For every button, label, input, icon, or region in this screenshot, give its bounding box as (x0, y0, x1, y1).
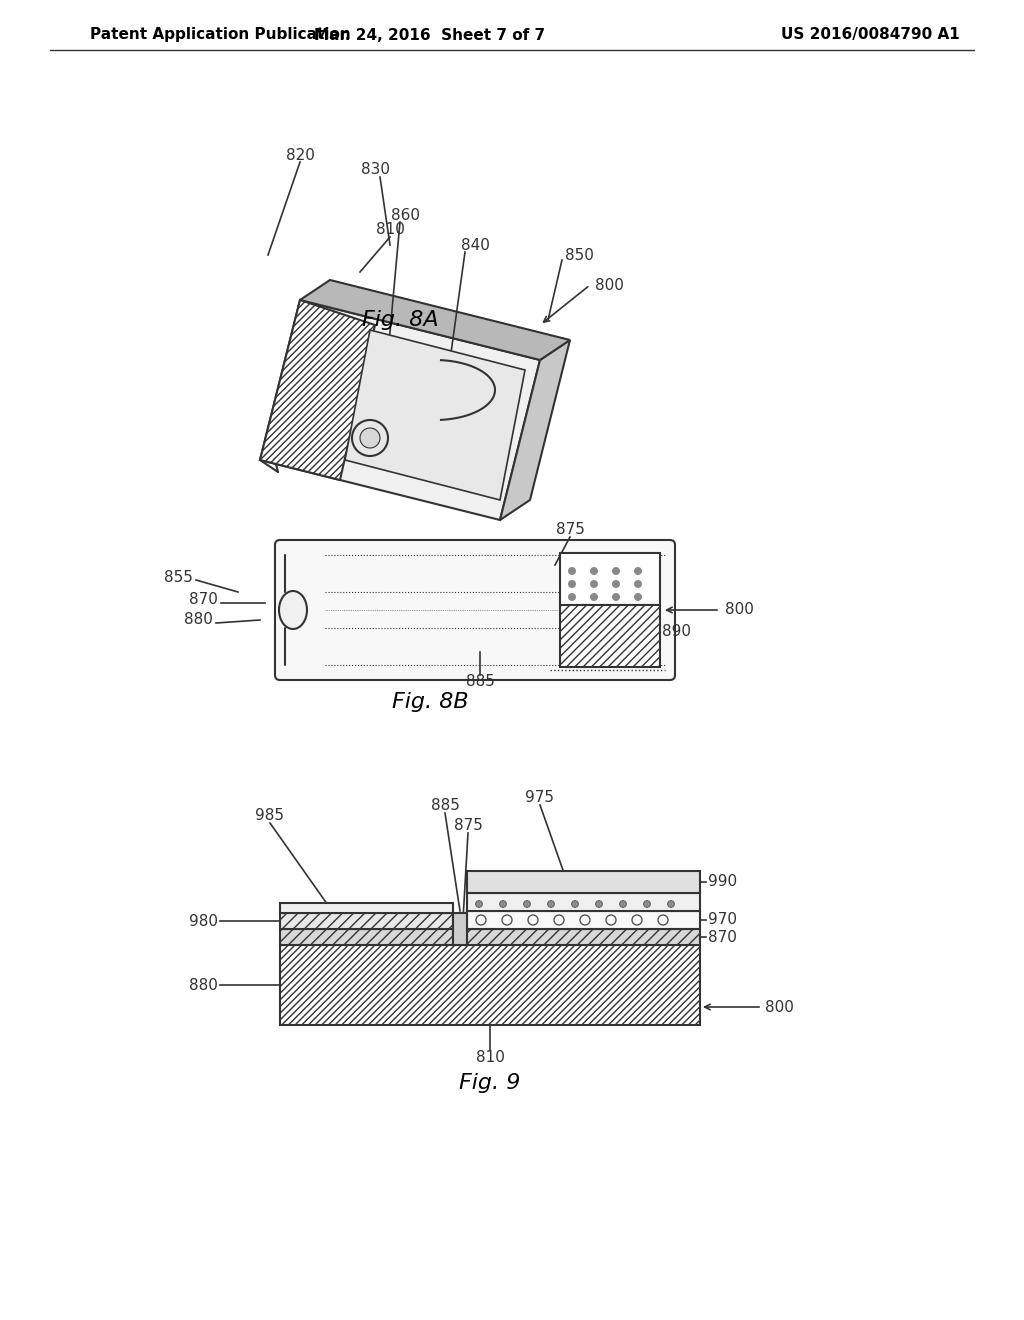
Circle shape (634, 593, 642, 601)
Polygon shape (280, 913, 453, 929)
FancyBboxPatch shape (275, 540, 675, 680)
Text: 875: 875 (556, 523, 585, 537)
Circle shape (634, 579, 642, 587)
Circle shape (620, 900, 627, 908)
Polygon shape (280, 903, 453, 913)
Text: 820: 820 (286, 148, 314, 162)
Ellipse shape (279, 591, 307, 630)
Text: 885: 885 (430, 799, 460, 813)
Text: Fig. 9: Fig. 9 (460, 1073, 520, 1093)
Text: 800: 800 (765, 999, 794, 1015)
Polygon shape (467, 871, 700, 894)
Polygon shape (453, 913, 467, 945)
Circle shape (360, 428, 380, 447)
Text: 850: 850 (565, 248, 594, 263)
Circle shape (475, 900, 482, 908)
Polygon shape (560, 553, 660, 605)
Text: Fig. 8B: Fig. 8B (392, 692, 468, 711)
Circle shape (612, 593, 620, 601)
Text: 970: 970 (708, 912, 737, 928)
Text: 875: 875 (454, 818, 482, 833)
Text: 880: 880 (189, 978, 218, 993)
Text: Patent Application Publication: Patent Application Publication (90, 28, 351, 42)
Text: 860: 860 (390, 207, 420, 223)
Circle shape (590, 593, 598, 601)
Circle shape (612, 568, 620, 576)
Text: US 2016/0084790 A1: US 2016/0084790 A1 (780, 28, 959, 42)
Text: 810: 810 (376, 223, 404, 238)
Polygon shape (560, 605, 660, 667)
Text: 855: 855 (164, 570, 193, 586)
Circle shape (571, 900, 579, 908)
Text: 810: 810 (475, 1049, 505, 1064)
Circle shape (643, 900, 650, 908)
Circle shape (590, 579, 598, 587)
Circle shape (634, 568, 642, 576)
Text: 800: 800 (595, 277, 624, 293)
Polygon shape (500, 341, 570, 520)
Text: 990: 990 (708, 874, 737, 890)
Text: 840: 840 (461, 238, 489, 252)
Text: 985: 985 (256, 808, 285, 824)
Circle shape (612, 579, 620, 587)
Polygon shape (345, 330, 525, 500)
Circle shape (596, 900, 602, 908)
Text: Fig. 8A: Fig. 8A (361, 310, 438, 330)
Circle shape (568, 593, 575, 601)
Polygon shape (467, 911, 700, 929)
Polygon shape (260, 300, 375, 480)
Polygon shape (260, 300, 540, 520)
Text: 980: 980 (189, 913, 218, 928)
Text: 975: 975 (525, 791, 555, 805)
Text: 870: 870 (189, 593, 218, 607)
Text: 885: 885 (466, 675, 495, 689)
Circle shape (668, 900, 675, 908)
Circle shape (500, 900, 507, 908)
Circle shape (548, 900, 555, 908)
Circle shape (568, 568, 575, 576)
Polygon shape (467, 929, 700, 945)
Polygon shape (280, 945, 700, 1026)
Text: 880: 880 (184, 612, 213, 627)
Polygon shape (280, 929, 453, 945)
Text: Mar. 24, 2016  Sheet 7 of 7: Mar. 24, 2016 Sheet 7 of 7 (314, 28, 546, 42)
Polygon shape (300, 280, 570, 360)
Text: 830: 830 (360, 162, 389, 177)
Text: 800: 800 (725, 602, 754, 618)
Circle shape (568, 579, 575, 587)
Text: 870: 870 (708, 929, 737, 945)
Polygon shape (467, 894, 700, 911)
Text: 890: 890 (662, 624, 691, 639)
Circle shape (523, 900, 530, 908)
Circle shape (590, 568, 598, 576)
